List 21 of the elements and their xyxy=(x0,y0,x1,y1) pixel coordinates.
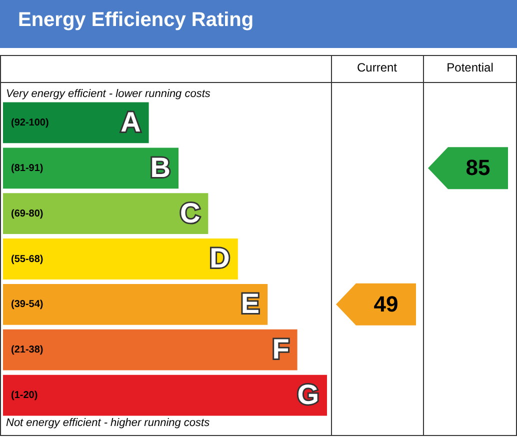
text: Not energy efficient - higher running costs xyxy=(6,417,210,430)
text: A xyxy=(120,106,141,138)
category-label: (55-68) xyxy=(11,254,44,265)
text: Very energy efficient - lower running costs xyxy=(6,88,211,100)
text: B xyxy=(150,152,170,183)
category-label: (81-91) xyxy=(11,162,44,174)
data-label: 49 xyxy=(374,291,398,316)
category-label: (39-54) xyxy=(11,299,44,310)
data-label: 85 xyxy=(466,155,490,180)
text: F xyxy=(272,334,290,365)
category-label: (21-38) xyxy=(11,344,44,356)
text: Current xyxy=(356,60,398,74)
text: Energy Efficiency Rating xyxy=(0,0,517,48)
category-label: (92-100) xyxy=(11,117,49,128)
text: D xyxy=(210,242,230,274)
text: Potential xyxy=(446,60,494,74)
category-label: (1-20) xyxy=(11,390,38,402)
text: E xyxy=(240,288,260,320)
text: G xyxy=(297,379,319,410)
category-label: (69-80) xyxy=(11,208,44,220)
text: C xyxy=(180,197,200,228)
